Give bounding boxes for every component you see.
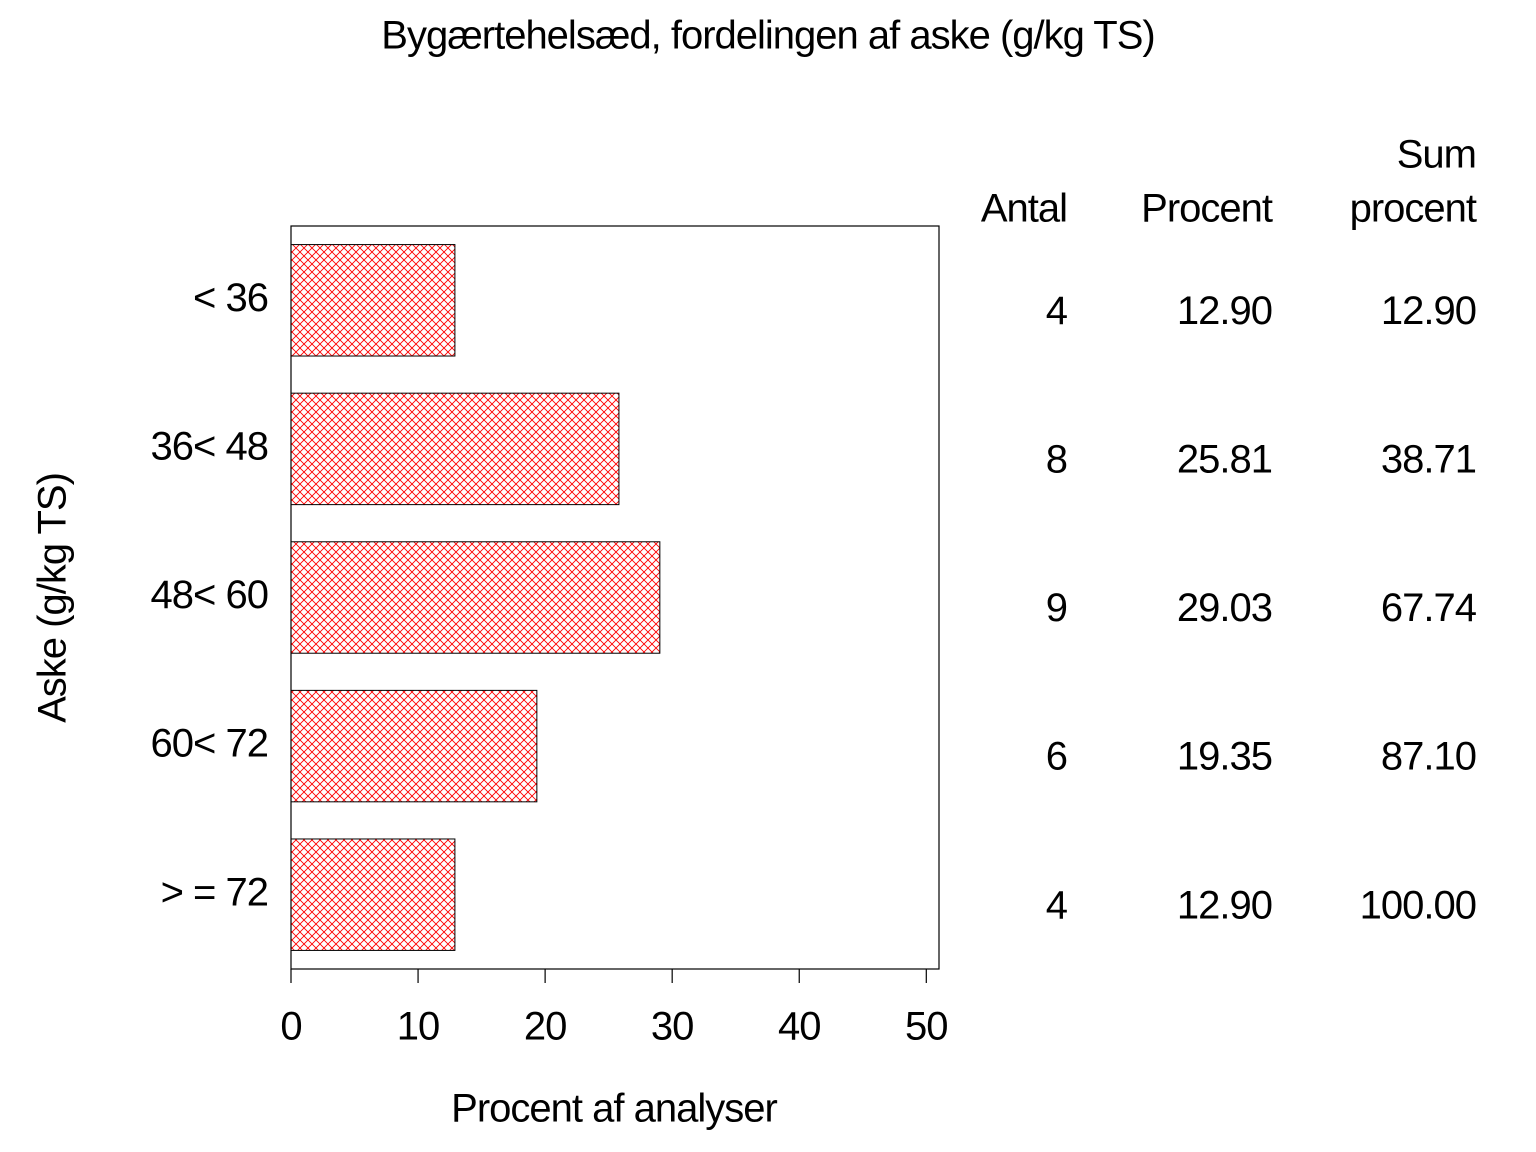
table-header: Procent xyxy=(1141,187,1273,231)
table-cumulative: 100.00 xyxy=(1360,883,1476,927)
table-count: 8 xyxy=(1046,437,1067,481)
y-tick-label: 48< 60 xyxy=(151,573,268,617)
table-header: Antal xyxy=(981,187,1067,231)
x-tick-label: 30 xyxy=(651,1005,694,1049)
x-tick-label: 20 xyxy=(524,1005,567,1049)
table-cumulative: 12.90 xyxy=(1381,289,1476,333)
x-tick-label: 50 xyxy=(905,1005,948,1049)
table-cumulative: 38.71 xyxy=(1381,437,1476,481)
y-tick-label: > = 72 xyxy=(161,870,268,914)
y-tick-label: 60< 72 xyxy=(151,722,268,766)
table-percent: 29.03 xyxy=(1177,586,1272,630)
bar xyxy=(290,392,620,506)
chart-title: Bygærtehelsæd, fordelingen af aske (g/kg… xyxy=(381,14,1154,58)
y-tick-label: < 36 xyxy=(193,276,268,320)
table-count: 9 xyxy=(1046,586,1067,630)
x-tick-label: 0 xyxy=(280,1005,301,1049)
bar xyxy=(290,689,538,803)
table-cumulative: 67.74 xyxy=(1381,586,1477,630)
table-percent: 19.35 xyxy=(1177,735,1272,779)
bar xyxy=(290,838,456,951)
table-count: 4 xyxy=(1046,883,1068,927)
table-percent: 12.90 xyxy=(1177,883,1272,927)
bar xyxy=(290,541,661,654)
x-axis-label: Procent af analyser xyxy=(451,1087,777,1131)
table-header: procent xyxy=(1350,187,1477,231)
table-count: 4 xyxy=(1046,289,1068,333)
table-percent: 12.90 xyxy=(1177,289,1272,333)
table-header: Sum xyxy=(1397,133,1476,177)
y-tick-label: 36< 48 xyxy=(151,424,268,468)
table-percent: 25.81 xyxy=(1177,437,1272,481)
bar xyxy=(290,244,456,357)
x-tick-label: 40 xyxy=(778,1005,821,1049)
y-axis-label: Aske (g/kg TS) xyxy=(31,473,75,723)
table-cumulative: 87.10 xyxy=(1381,735,1476,779)
x-tick-label: 10 xyxy=(397,1005,440,1049)
table-count: 6 xyxy=(1046,735,1067,779)
